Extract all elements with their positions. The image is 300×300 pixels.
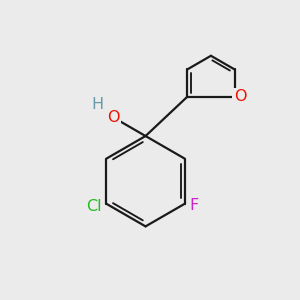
Text: O: O <box>107 110 120 125</box>
Text: Cl: Cl <box>86 199 102 214</box>
Text: F: F <box>189 198 198 213</box>
Text: O: O <box>234 89 246 104</box>
Text: H: H <box>92 98 104 112</box>
